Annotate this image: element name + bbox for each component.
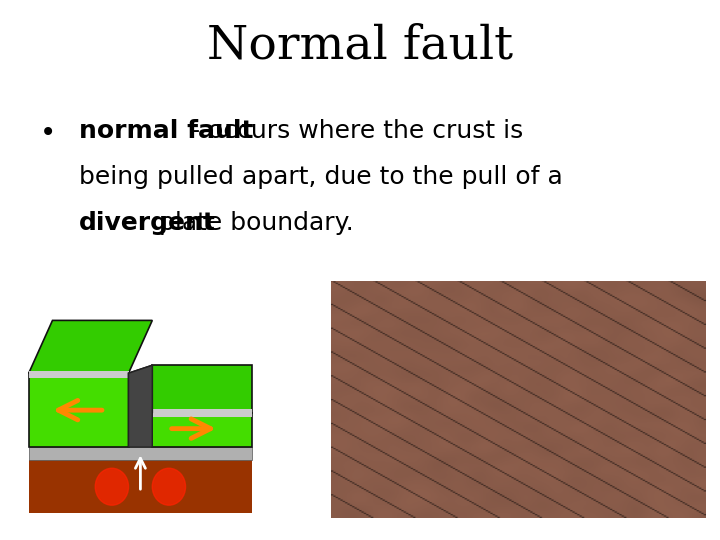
Polygon shape — [153, 409, 252, 417]
Text: divergent: divergent — [79, 211, 216, 234]
Polygon shape — [129, 365, 153, 447]
Polygon shape — [29, 370, 129, 379]
Polygon shape — [153, 413, 252, 447]
Polygon shape — [29, 320, 153, 373]
Polygon shape — [29, 460, 252, 513]
Circle shape — [95, 468, 128, 505]
Text: - occurs where the crust is: - occurs where the crust is — [191, 119, 523, 143]
Polygon shape — [29, 447, 252, 460]
Polygon shape — [129, 365, 153, 447]
Polygon shape — [29, 373, 129, 447]
Text: being pulled apart, due to the pull of a: being pulled apart, due to the pull of a — [79, 165, 563, 188]
Text: Normal fault: Normal fault — [207, 23, 513, 69]
Text: •: • — [40, 119, 56, 147]
Text: plate boundary.: plate boundary. — [151, 211, 354, 234]
Polygon shape — [153, 365, 252, 413]
Circle shape — [153, 468, 186, 505]
Text: normal fault: normal fault — [79, 119, 253, 143]
